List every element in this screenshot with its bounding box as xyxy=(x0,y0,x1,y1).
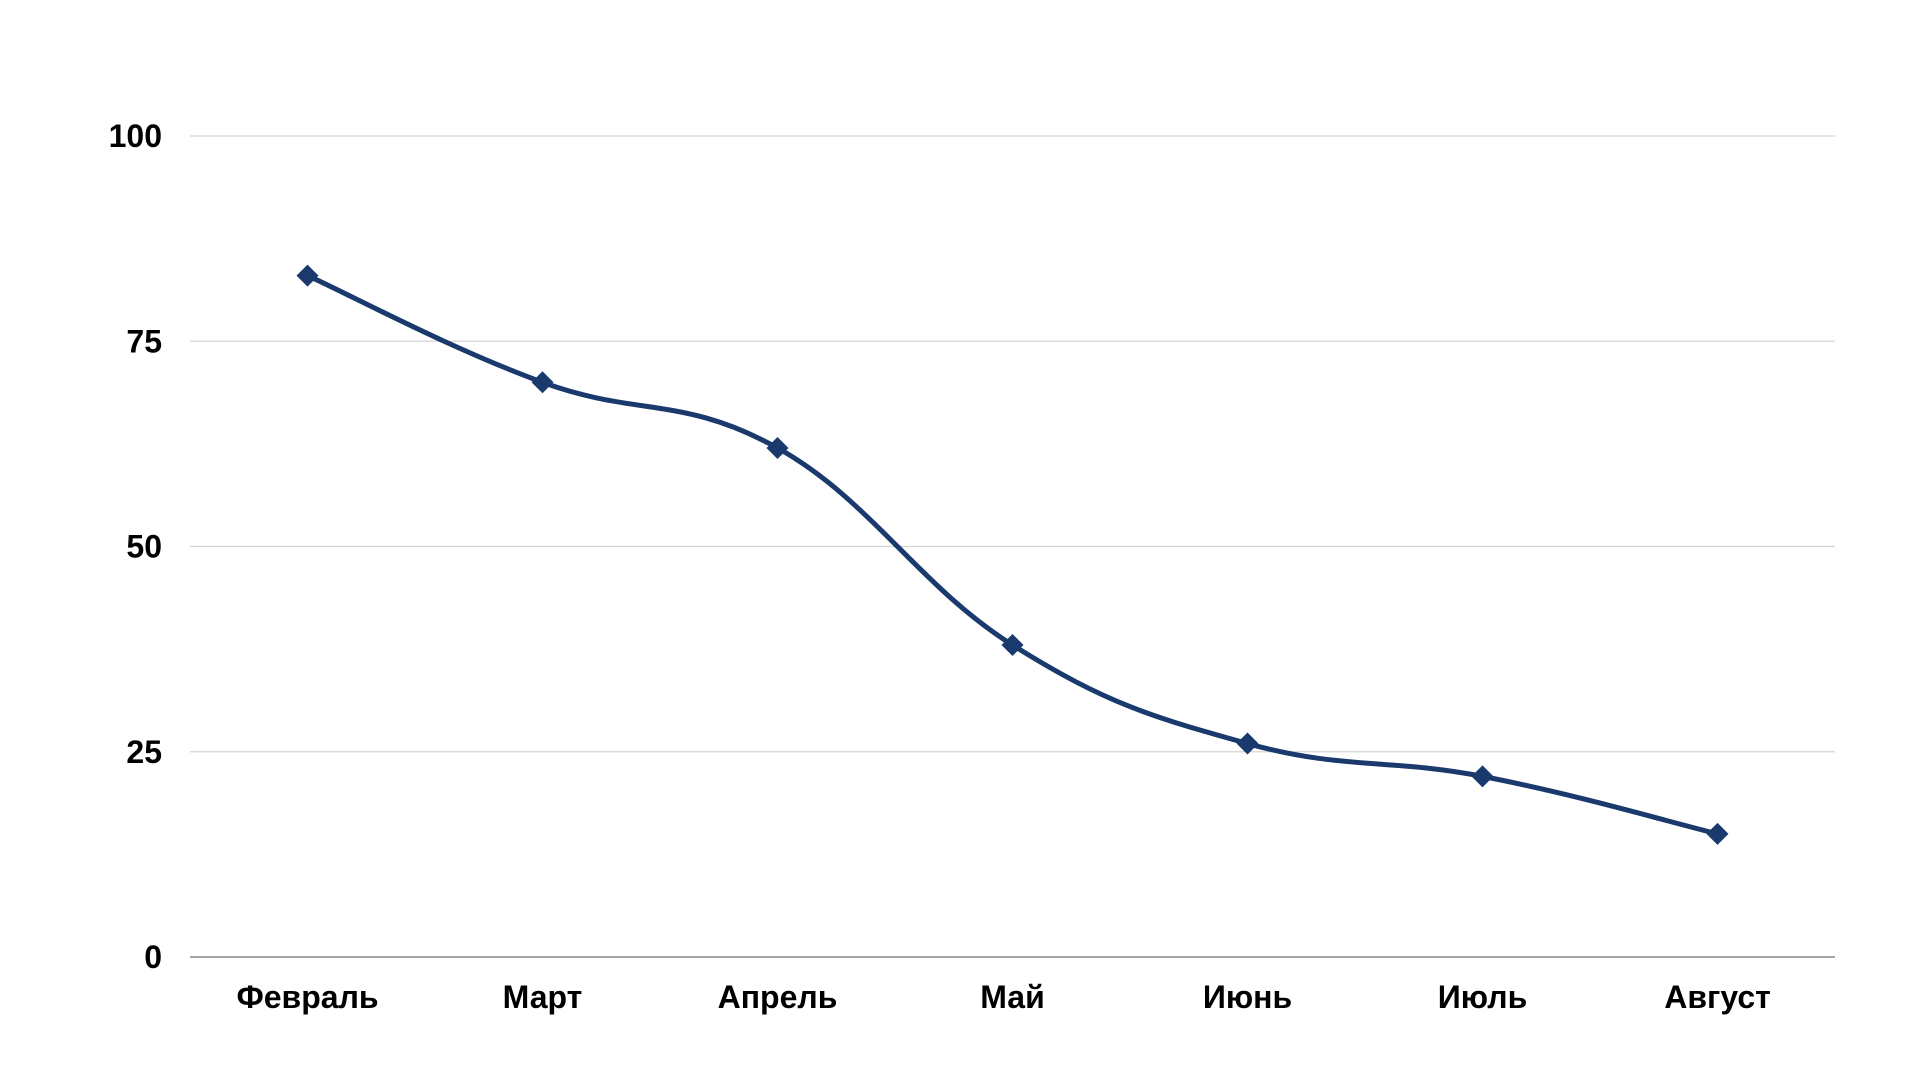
series-layer xyxy=(296,264,1729,845)
data-point-Февраль xyxy=(296,264,319,287)
y-axis-ticks: 0 25 50 75 100 xyxy=(109,118,162,975)
y-tick-label: 75 xyxy=(126,323,162,359)
x-tick-label: Март xyxy=(503,979,583,1015)
data-point-Июль xyxy=(1471,765,1494,788)
data-point-Август xyxy=(1706,822,1729,845)
data-point-Июнь xyxy=(1236,732,1259,755)
x-tick-label: Май xyxy=(980,979,1045,1015)
x-axis-ticks: Февраль Март Апрель Май Июнь Июль Август xyxy=(236,979,1770,1015)
x-tick-label: Апрель xyxy=(718,979,838,1015)
grid-layer xyxy=(190,135,1835,958)
y-tick-label: 50 xyxy=(126,529,162,565)
y-tick-label: 25 xyxy=(126,734,162,770)
x-tick-label: Июнь xyxy=(1203,979,1292,1015)
x-tick-label: Июль xyxy=(1438,979,1528,1015)
y-tick-label: 0 xyxy=(144,939,162,975)
data-point-Март xyxy=(531,371,554,394)
x-tick-label: Август xyxy=(1664,979,1771,1015)
data-point-Апрель xyxy=(766,436,789,459)
data-point-Май xyxy=(1001,634,1024,657)
y-tick-label: 100 xyxy=(109,118,162,154)
series-line-0 xyxy=(305,273,1720,837)
x-tick-label: Февраль xyxy=(236,979,378,1015)
